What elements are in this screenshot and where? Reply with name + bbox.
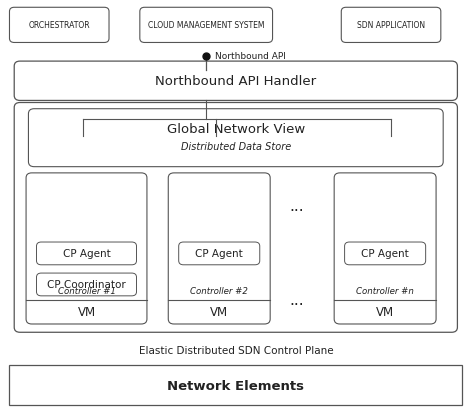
- Text: CLOUD MANAGEMENT SYSTEM: CLOUD MANAGEMENT SYSTEM: [148, 21, 264, 30]
- FancyBboxPatch shape: [168, 173, 270, 324]
- FancyBboxPatch shape: [36, 273, 137, 296]
- Text: Controller #1: Controller #1: [57, 286, 116, 295]
- FancyBboxPatch shape: [345, 242, 426, 265]
- Text: CP Agent: CP Agent: [195, 249, 243, 259]
- Text: ...: ...: [289, 199, 303, 214]
- FancyBboxPatch shape: [36, 242, 137, 265]
- FancyBboxPatch shape: [28, 109, 443, 167]
- Bar: [9, 366, 462, 405]
- Text: CP Agent: CP Agent: [63, 249, 110, 259]
- Text: Northbound API Handler: Northbound API Handler: [155, 75, 316, 88]
- Text: Distributed Data Store: Distributed Data Store: [181, 142, 291, 152]
- Text: CP Agent: CP Agent: [361, 249, 409, 259]
- Text: VM: VM: [376, 306, 394, 319]
- FancyBboxPatch shape: [14, 103, 457, 332]
- Text: CP Coordinator: CP Coordinator: [47, 280, 126, 290]
- FancyBboxPatch shape: [140, 8, 273, 43]
- FancyBboxPatch shape: [341, 8, 441, 43]
- Text: ...: ...: [289, 292, 303, 307]
- FancyBboxPatch shape: [14, 62, 457, 101]
- FancyBboxPatch shape: [179, 242, 260, 265]
- Text: ORCHESTRATOR: ORCHESTRATOR: [28, 21, 90, 30]
- Text: VM: VM: [210, 306, 228, 319]
- Text: Network Elements: Network Elements: [167, 379, 304, 392]
- Text: Elastic Distributed SDN Control Plane: Elastic Distributed SDN Control Plane: [138, 345, 333, 355]
- Text: SDN APPLICATION: SDN APPLICATION: [357, 21, 425, 30]
- Text: Northbound API: Northbound API: [215, 52, 286, 61]
- FancyBboxPatch shape: [334, 173, 436, 324]
- Text: Controller #n: Controller #n: [356, 286, 414, 295]
- Text: Global Network View: Global Network View: [167, 123, 305, 136]
- Text: Controller #2: Controller #2: [190, 286, 248, 295]
- FancyBboxPatch shape: [9, 8, 109, 43]
- FancyBboxPatch shape: [26, 173, 147, 324]
- Text: VM: VM: [77, 306, 96, 319]
